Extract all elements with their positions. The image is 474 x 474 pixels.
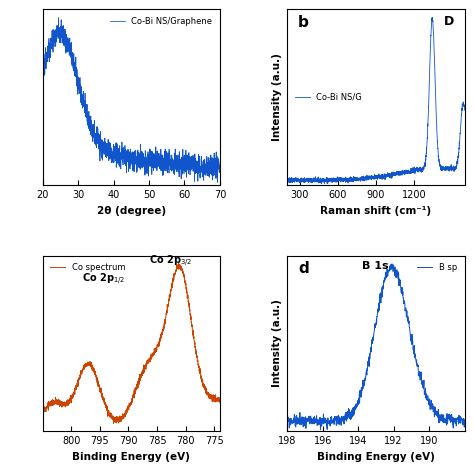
Text: Co 2p$_{1/2}$: Co 2p$_{1/2}$ xyxy=(82,272,125,287)
Legend: Co spectrum: Co spectrum xyxy=(47,260,128,275)
X-axis label: 2θ (degree): 2θ (degree) xyxy=(97,206,166,216)
Text: D: D xyxy=(444,15,454,28)
Y-axis label: Intensity (a.u.): Intensity (a.u.) xyxy=(272,300,282,387)
Y-axis label: Intensity (a.u.): Intensity (a.u.) xyxy=(272,54,282,141)
Text: Co 2p$_{3/2}$: Co 2p$_{3/2}$ xyxy=(149,254,192,269)
Legend: Co-Bi NS/Graphene: Co-Bi NS/Graphene xyxy=(106,14,216,29)
X-axis label: Raman shift (cm⁻¹): Raman shift (cm⁻¹) xyxy=(320,206,431,216)
Legend: B sp: B sp xyxy=(414,260,460,275)
Legend: Co-Bi NS/G: Co-Bi NS/G xyxy=(292,90,365,105)
X-axis label: Binding Energy (eV): Binding Energy (eV) xyxy=(73,452,190,462)
X-axis label: Binding Energy (eV): Binding Energy (eV) xyxy=(317,452,435,462)
Text: b: b xyxy=(298,15,309,30)
Text: d: d xyxy=(298,261,309,276)
Text: B 1s: B 1s xyxy=(362,261,388,271)
